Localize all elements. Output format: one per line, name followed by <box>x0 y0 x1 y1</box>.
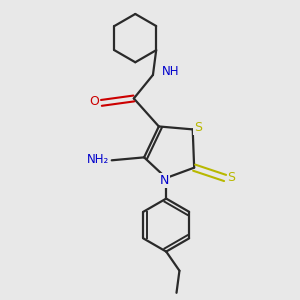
Text: NH: NH <box>162 65 180 79</box>
Text: NH₂: NH₂ <box>86 153 109 166</box>
Text: O: O <box>89 95 99 108</box>
Text: N: N <box>160 174 169 188</box>
Text: S: S <box>228 172 236 184</box>
Text: S: S <box>194 121 202 134</box>
